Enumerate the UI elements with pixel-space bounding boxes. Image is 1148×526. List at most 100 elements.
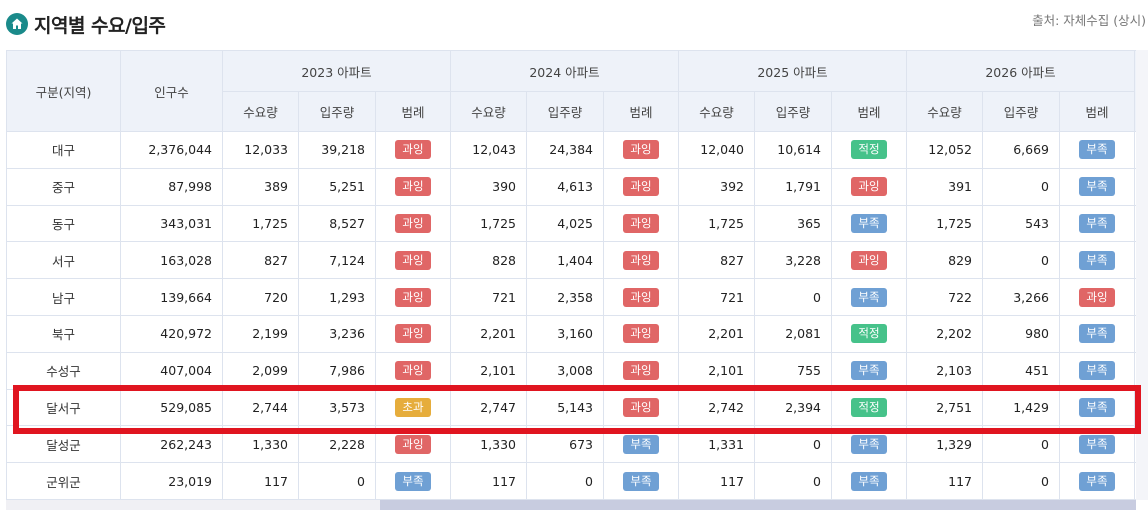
status-badge: 과잉 [395, 213, 431, 233]
legend-cell: 부족 [603, 462, 679, 500]
col-header-year: 2024 아파트 [450, 50, 679, 92]
horizontal-scrollbar[interactable] [6, 500, 1136, 510]
demand-cell: 2,747 [450, 388, 527, 427]
status-badge: 부족 [851, 213, 887, 233]
demand-cell: 117 [906, 462, 983, 500]
status-badge: 적정 [851, 324, 887, 344]
supply-cell: 0 [982, 425, 1060, 464]
col-header-year: 2026 아파트 [906, 50, 1135, 92]
legend-cell: 부족 [1059, 131, 1135, 169]
supply-cell: 7,986 [298, 351, 376, 390]
legend-cell: 부족 [831, 462, 907, 500]
status-badge: 부족 [1079, 140, 1115, 160]
population-cell: 420,972 [120, 314, 223, 353]
demand-cell: 2,201 [678, 314, 755, 353]
region-cell: 동구 [6, 204, 121, 243]
supply-cell: 6,669 [982, 131, 1060, 169]
supply-cell: 7,124 [298, 241, 376, 280]
status-badge: 부족 [623, 471, 659, 491]
status-badge: 과잉 [851, 250, 887, 270]
legend-cell: 과잉 [375, 204, 451, 243]
status-badge: 과잉 [851, 177, 887, 197]
supply-cell: 0 [982, 462, 1060, 500]
legend-cell: 과잉 [603, 167, 679, 206]
demand-cell: 2,101 [678, 351, 755, 390]
supply-cell: 1,293 [298, 278, 376, 316]
status-badge: 부족 [1079, 250, 1115, 270]
legend-cell: 부족 [831, 425, 907, 464]
supply-demand-table-container[interactable]: 구분(지역) 인구수 2023 아파트 2024 아파트 2025 아파트 20… [6, 50, 1148, 500]
demand-cell: 390 [450, 167, 527, 206]
population-cell: 163,028 [120, 241, 223, 280]
supply-cell: 755 [754, 351, 832, 390]
legend-cell: 적정 [831, 131, 907, 169]
status-badge: 과잉 [623, 140, 659, 160]
col-header-year: 2025 아파트 [678, 50, 907, 92]
legend-cell: 초과 [375, 388, 451, 427]
legend-cell: 부족 [1059, 351, 1135, 390]
population-cell: 407,004 [120, 351, 223, 390]
col-subheader: 입주량 [526, 91, 604, 132]
demand-cell: 2,742 [678, 388, 755, 427]
demand-cell: 2,101 [450, 351, 527, 390]
col-subheader: 범례 [603, 91, 679, 132]
status-badge: 부족 [1079, 361, 1115, 381]
table-row: 북구 420,972 2,199 3,236 과잉 2,201 3,160 과잉 2,201 2,… [6, 314, 1147, 353]
supply-cell: 10,614 [754, 131, 832, 169]
status-badge: 과잉 [395, 434, 431, 454]
demand-cell: 391 [906, 167, 983, 206]
legend-cell: 부족 [1059, 241, 1135, 280]
population-cell: 139,664 [120, 278, 223, 316]
legend-cell: 부족 [375, 462, 451, 500]
status-badge: 적정 [851, 140, 887, 160]
region-cell: 대구 [6, 131, 121, 169]
legend-cell: 과잉 [603, 278, 679, 316]
demand-cell: 117 [678, 462, 755, 500]
demand-cell: 2,744 [222, 388, 299, 427]
demand-cell: 2,103 [906, 351, 983, 390]
demand-cell: 721 [450, 278, 527, 316]
demand-cell: 12,052 [906, 131, 983, 169]
legend-cell: 부족 [603, 425, 679, 464]
legend-cell: 과잉 [375, 351, 451, 390]
demand-cell: 1,725 [222, 204, 299, 243]
demand-cell: 827 [222, 241, 299, 280]
vertical-scrollbar-track[interactable] [1136, 50, 1148, 500]
supply-cell: 0 [526, 462, 604, 500]
status-badge: 부족 [851, 287, 887, 307]
status-badge: 부족 [1079, 213, 1115, 233]
status-badge: 부족 [851, 434, 887, 454]
legend-cell: 부족 [1059, 167, 1135, 206]
supply-cell: 0 [754, 278, 832, 316]
home-icon [6, 13, 28, 35]
status-badge: 과잉 [395, 177, 431, 197]
supply-cell: 39,218 [298, 131, 376, 169]
legend-cell: 부족 [831, 278, 907, 316]
demand-cell: 1,330 [450, 425, 527, 464]
supply-cell: 2,228 [298, 425, 376, 464]
status-badge: 부족 [1079, 434, 1115, 454]
supply-cell: 2,394 [754, 388, 832, 427]
status-badge: 과잉 [623, 324, 659, 344]
status-badge: 과잉 [623, 397, 659, 417]
horizontal-scrollbar-thumb[interactable] [380, 500, 1136, 510]
region-cell: 달서구 [6, 388, 121, 427]
legend-cell: 과잉 [1059, 278, 1135, 316]
page-title: 지역별 수요/입주 [34, 14, 166, 37]
region-cell: 서구 [6, 241, 121, 280]
table-row: 달서구 529,085 2,744 3,573 초과 2,747 5,143 과잉 2,742 2… [6, 388, 1147, 427]
supply-cell: 3,008 [526, 351, 604, 390]
demand-cell: 1,329 [906, 425, 983, 464]
legend-cell: 과잉 [603, 204, 679, 243]
legend-cell: 과잉 [375, 278, 451, 316]
demand-cell: 2,099 [222, 351, 299, 390]
legend-cell: 부족 [831, 204, 907, 243]
col-subheader: 수요량 [906, 91, 983, 132]
supply-cell: 5,251 [298, 167, 376, 206]
supply-cell: 0 [982, 241, 1060, 280]
demand-cell: 1,331 [678, 425, 755, 464]
status-badge: 과잉 [395, 324, 431, 344]
demand-cell: 392 [678, 167, 755, 206]
status-badge: 부족 [1079, 471, 1115, 491]
demand-cell: 2,751 [906, 388, 983, 427]
